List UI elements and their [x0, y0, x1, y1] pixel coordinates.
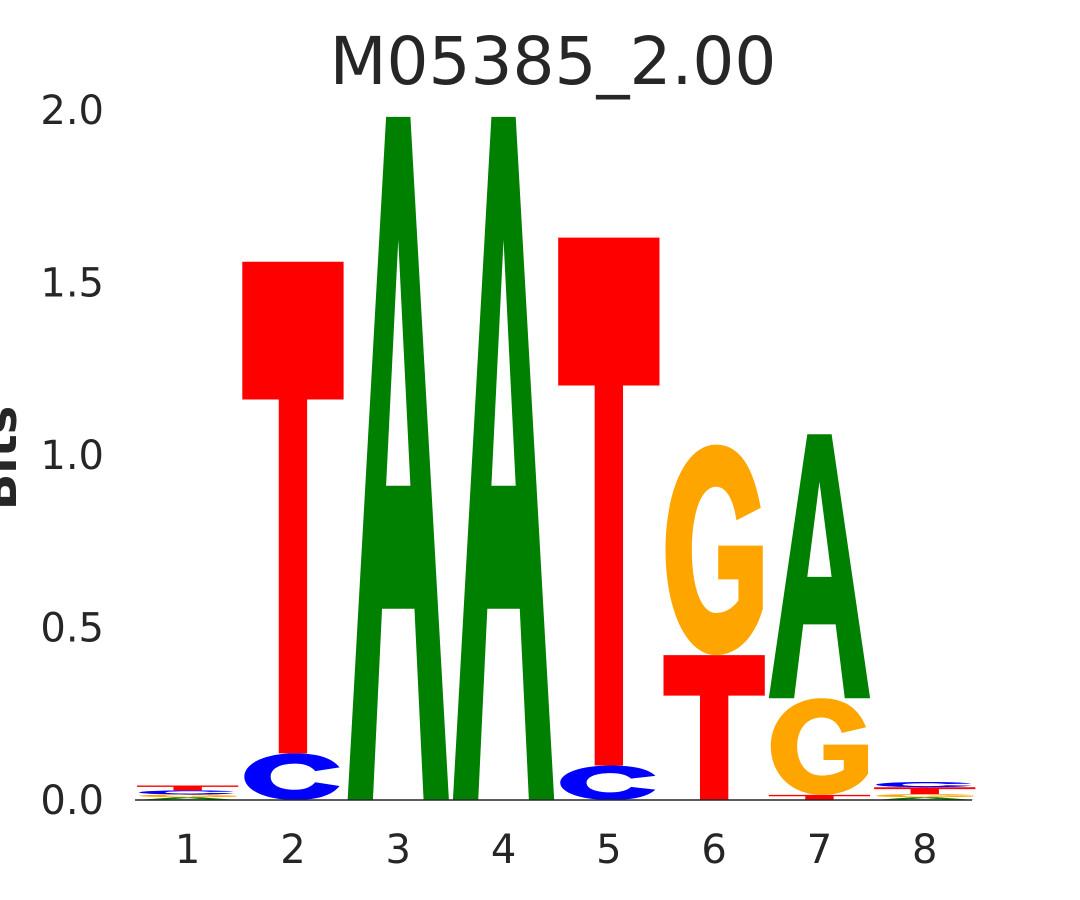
y-axis-label: Bits	[0, 406, 28, 511]
x-tick-label: 4	[491, 827, 516, 873]
logo-letter-t	[874, 787, 976, 795]
logo-letter-t	[137, 785, 239, 791]
y-tick-label: 0.0	[40, 778, 104, 824]
y-tick-label: 2.0	[40, 88, 104, 134]
letter-stacks	[137, 116, 976, 800]
x-tick-label: 8	[912, 827, 937, 873]
logo-letter-t	[242, 261, 344, 754]
logo-letter-g	[665, 444, 763, 656]
x-tick-label: 3	[386, 827, 411, 873]
logo-letter-a	[768, 434, 871, 699]
y-tick-label: 1.5	[40, 261, 104, 307]
logo-letter-g	[770, 698, 869, 795]
logo-letter-a	[452, 116, 555, 800]
logo-letter-g	[139, 794, 237, 798]
logo-letter-t	[768, 794, 871, 800]
logo-letter-c	[560, 765, 656, 800]
x-tick-label: 6	[701, 827, 726, 873]
logo-letter-c	[244, 753, 340, 800]
x-tick-label: 2	[280, 827, 305, 873]
y-axis-ticks: 0.0 0.5 1.0 1.5 2.0	[40, 88, 104, 824]
x-axis-ticks: 1 2 3 4 5 6 7 8	[175, 827, 938, 873]
chart-title: M05385_2.00	[330, 23, 777, 100]
logo-letter-t	[558, 237, 660, 766]
logo-letter-t	[663, 655, 765, 800]
x-tick-label: 1	[175, 827, 200, 873]
logo-letter-g	[876, 794, 974, 798]
logo-letter-a	[347, 116, 449, 800]
y-tick-label: 0.5	[40, 606, 104, 652]
y-tick-label: 1.0	[40, 433, 104, 479]
logo-letter-c	[876, 782, 972, 788]
x-tick-label: 7	[807, 827, 832, 873]
logo-letter-c	[139, 790, 235, 795]
x-tick-label: 5	[596, 827, 621, 873]
